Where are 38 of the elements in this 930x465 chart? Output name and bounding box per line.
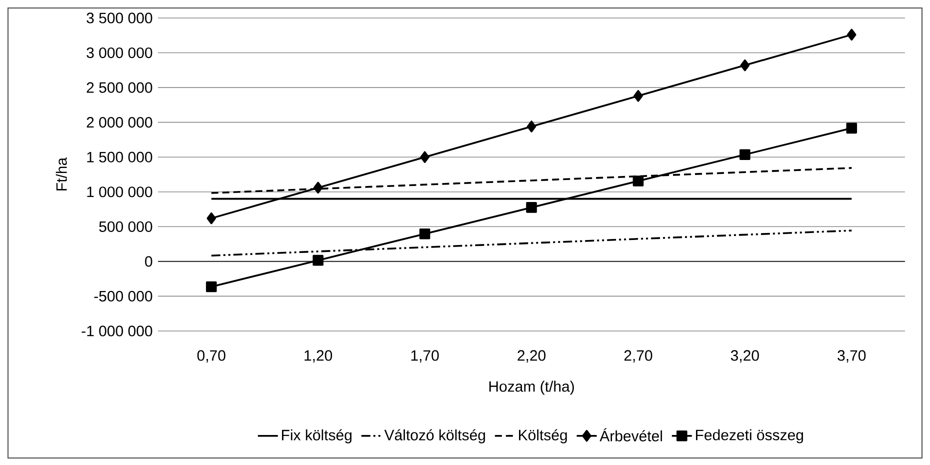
y-axis-title: Ft/ha — [56, 157, 67, 190]
y-tick-label: 3 500 000 — [86, 12, 152, 24]
point — [740, 149, 750, 160]
x-tick-label: 1,70 — [411, 350, 439, 363]
x-axis-title: Hozam (t/ha) — [489, 380, 574, 395]
x-tick-label: 2,70 — [624, 350, 652, 363]
point — [526, 120, 536, 132]
y-tick-label: 2 500 000 — [86, 82, 152, 93]
point — [632, 176, 644, 186]
point — [846, 28, 856, 41]
x-tick-label: 0,70 — [197, 350, 226, 363]
y-tick-label: -1 000 000 — [82, 326, 152, 336]
y-tick-label: 500 000 — [99, 221, 152, 232]
y-tick-label: -500 000 — [94, 290, 152, 302]
point — [312, 254, 324, 266]
y-tick-label: 3 000 000 — [86, 47, 152, 58]
point — [206, 212, 216, 224]
y-tick-label: 1 000 000 — [87, 186, 152, 198]
point — [634, 90, 643, 102]
legend-label: Fedezeti összeg — [696, 429, 804, 444]
point — [206, 281, 217, 292]
x-tick-label: 1,20 — [304, 350, 332, 363]
x-tick-label: 3,70 — [838, 350, 866, 363]
point — [740, 59, 750, 72]
point — [420, 151, 430, 164]
point — [526, 202, 537, 213]
legend-label: Fix költség — [282, 429, 352, 444]
legend-label: Változó költség — [384, 429, 485, 444]
x-tick-label: 2,20 — [518, 350, 546, 363]
y-tick-label: 2 000 000 — [86, 117, 152, 128]
point — [313, 182, 323, 194]
point — [846, 122, 858, 134]
y-tick-label: 1 500 000 — [87, 152, 152, 162]
legend-label: Költség — [519, 429, 567, 444]
y-tick-label: 0 — [145, 256, 152, 267]
x-tick-label: 3,20 — [730, 350, 759, 363]
legend-label: Árbevétel — [600, 428, 662, 442]
point — [419, 228, 430, 240]
